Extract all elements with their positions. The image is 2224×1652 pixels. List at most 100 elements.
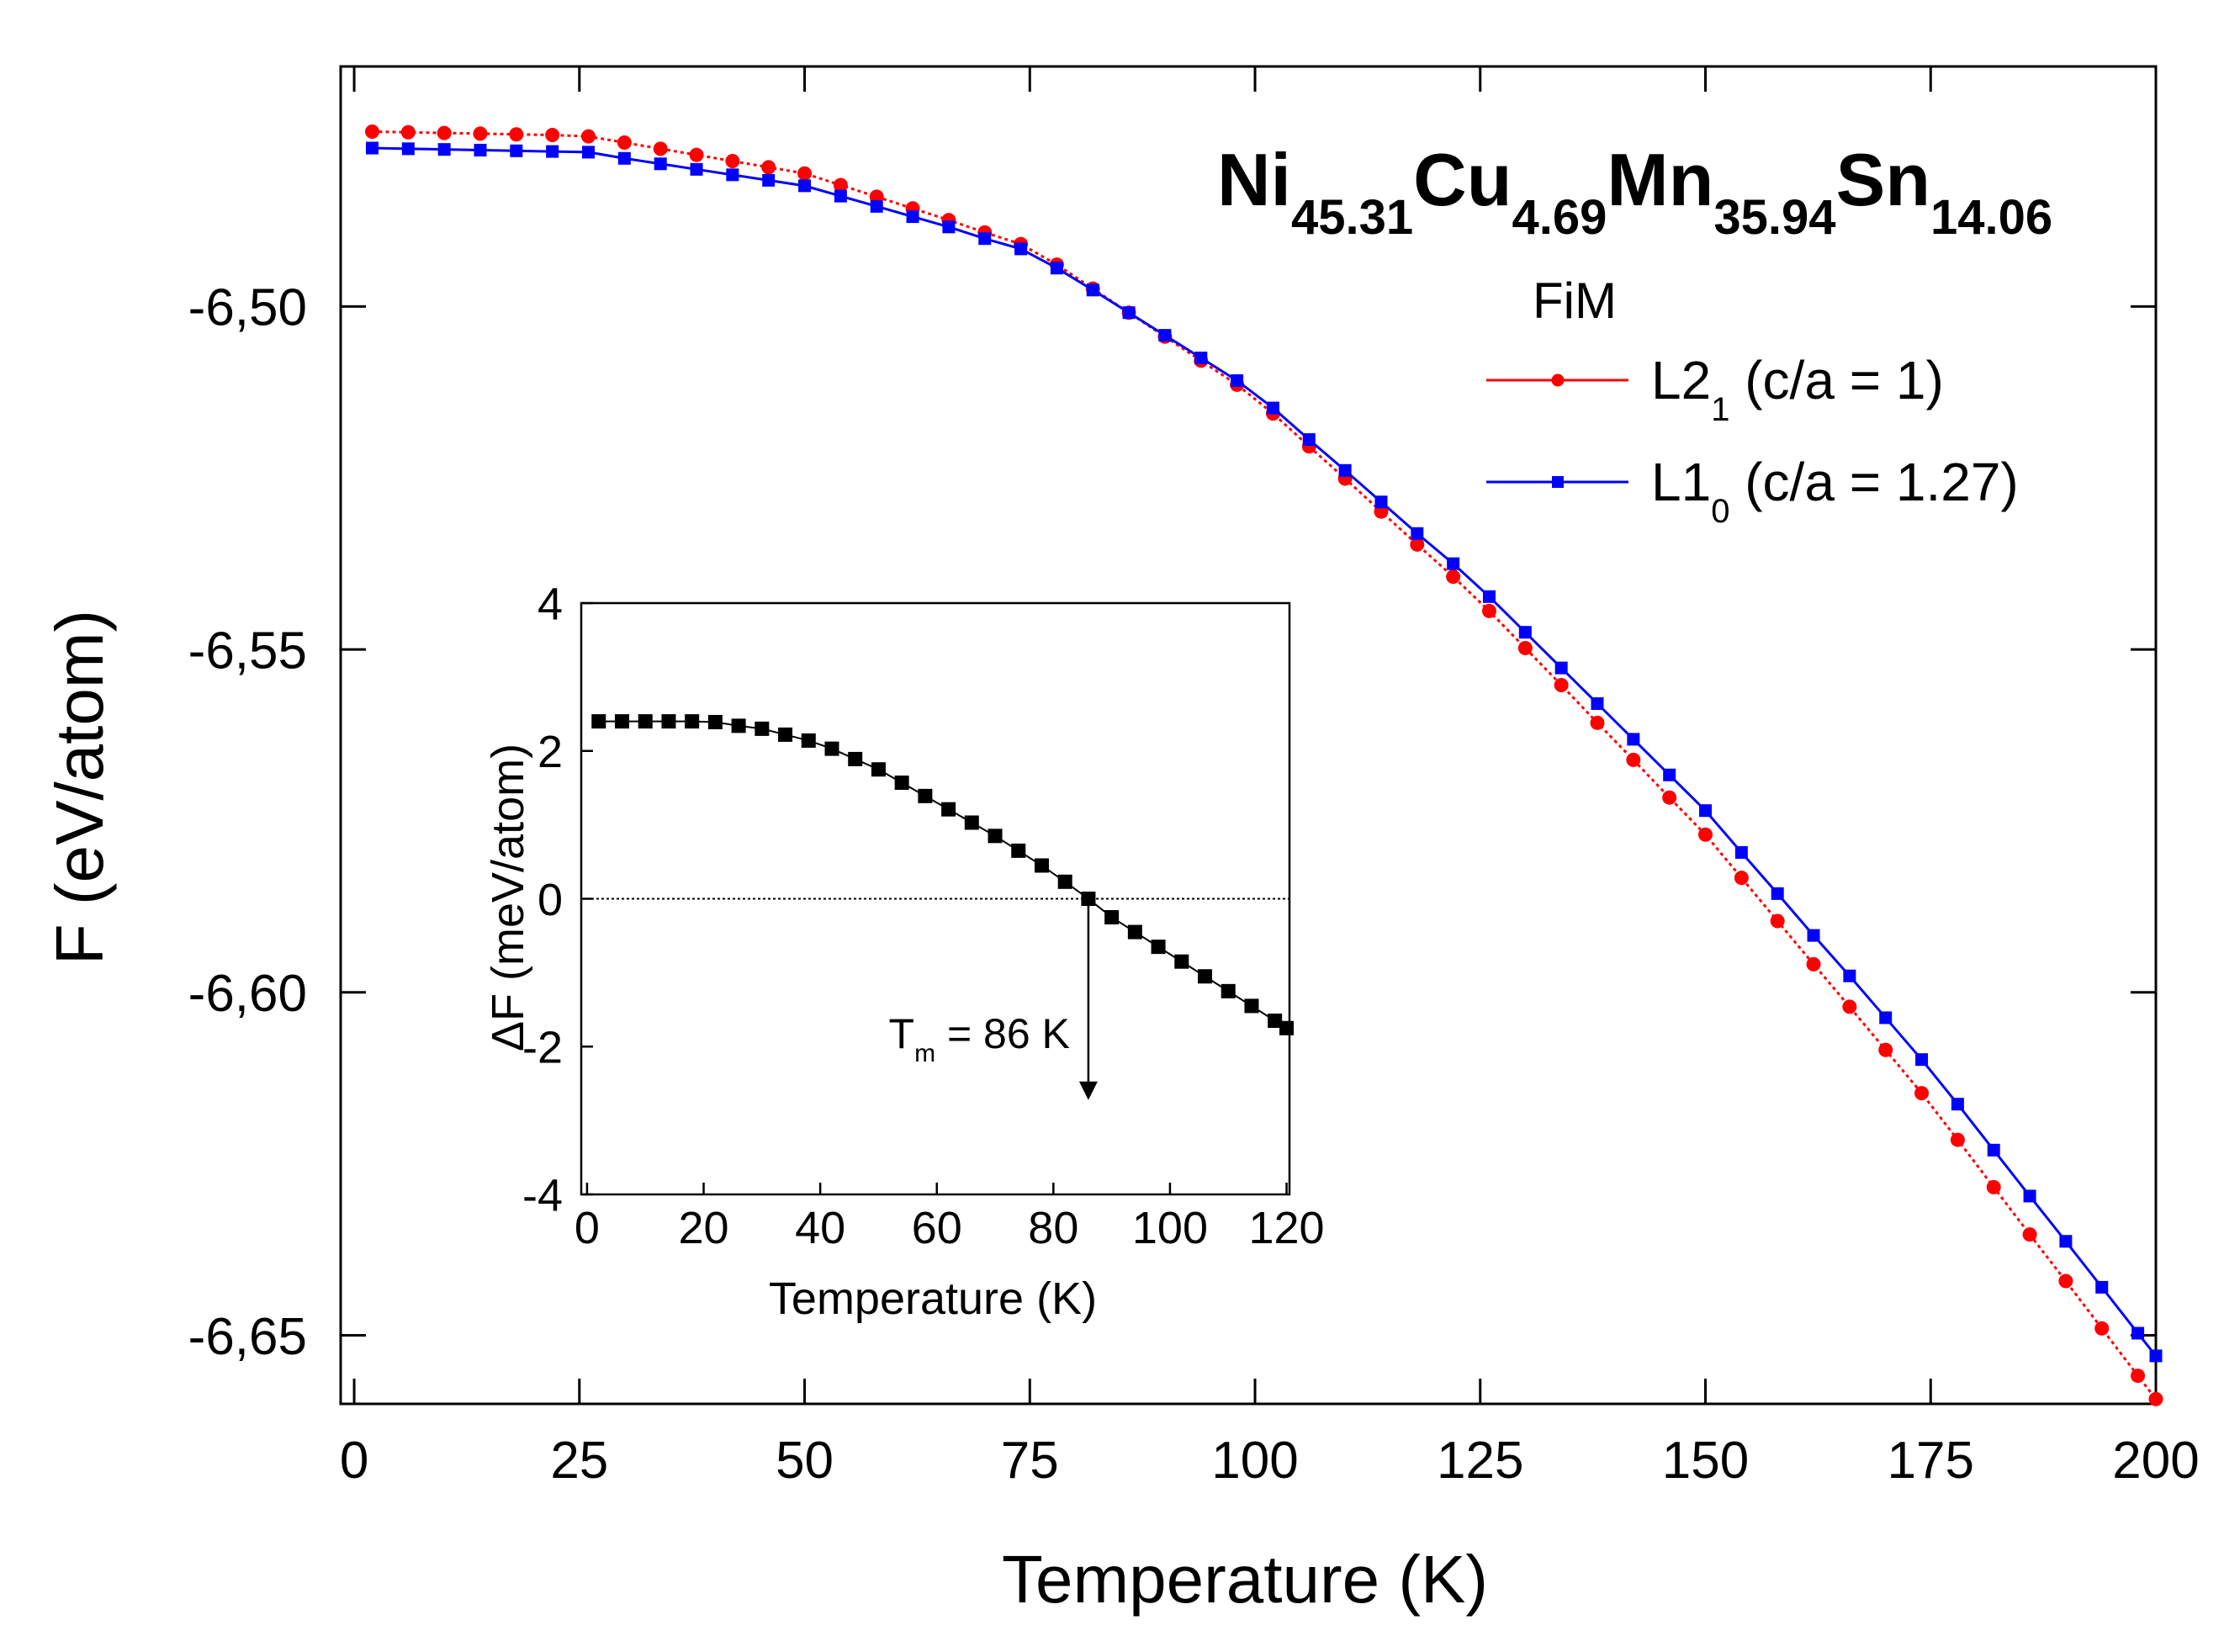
data-point bbox=[870, 199, 883, 213]
data-point bbox=[906, 210, 919, 224]
data-point bbox=[617, 151, 631, 165]
data-point bbox=[546, 145, 559, 158]
series-line bbox=[372, 130, 2158, 1400]
data-point bbox=[2094, 1321, 2110, 1336]
y-tick-label: 4 bbox=[537, 579, 563, 629]
data-point bbox=[1878, 1042, 1893, 1057]
legend-marker bbox=[1552, 476, 1564, 488]
y-tick-label: 0 bbox=[537, 875, 563, 925]
data-point bbox=[798, 179, 812, 193]
legend-marker bbox=[1551, 373, 1565, 387]
data-point bbox=[1734, 845, 1748, 859]
x-tick-label: 20 bbox=[678, 1203, 728, 1253]
data-point bbox=[725, 154, 740, 169]
data-point bbox=[1986, 1179, 2001, 1194]
data-point bbox=[1014, 242, 1028, 256]
annotation-rest: = 86 K bbox=[935, 1010, 1070, 1057]
data-point bbox=[1231, 373, 1244, 387]
data-point bbox=[1698, 827, 1713, 842]
data-point bbox=[942, 220, 956, 234]
data-point bbox=[762, 173, 776, 187]
data-point bbox=[510, 144, 523, 157]
data-point bbox=[1627, 733, 1640, 746]
data-point bbox=[1554, 677, 1569, 692]
x-tick-label: 0 bbox=[340, 1432, 368, 1490]
data-point bbox=[1951, 1098, 1964, 1111]
data-point bbox=[1411, 527, 1424, 540]
data-point bbox=[617, 135, 632, 151]
data-point bbox=[582, 146, 596, 159]
x-tick-label: 0 bbox=[575, 1203, 600, 1253]
data-point bbox=[581, 129, 596, 144]
y-tick-label: -6,55 bbox=[188, 622, 307, 680]
data-point bbox=[2022, 1227, 2037, 1242]
data-point bbox=[1446, 569, 1461, 585]
data-point bbox=[1987, 1143, 2000, 1157]
data-point bbox=[689, 147, 704, 162]
data-point bbox=[2023, 1189, 2036, 1203]
data-point bbox=[1518, 626, 1532, 639]
data-point bbox=[1338, 463, 1352, 477]
legend-subscript: 0 bbox=[1711, 493, 1729, 530]
legend-name: L2 bbox=[1651, 350, 1711, 410]
data-point bbox=[400, 124, 416, 140]
data-point bbox=[2131, 1369, 2146, 1384]
data-point bbox=[1482, 590, 1496, 603]
data-point bbox=[653, 141, 668, 156]
data-point bbox=[761, 160, 776, 175]
x-tick-label: 200 bbox=[2112, 1432, 2199, 1490]
x-axis-title: Temperature (K) bbox=[1002, 1542, 1488, 1617]
data-point bbox=[1122, 306, 1136, 320]
title-part: Cu bbox=[1413, 138, 1512, 221]
data-point bbox=[1194, 352, 1208, 365]
x-tick-label: 75 bbox=[1001, 1432, 1059, 1490]
x-tick-label: 120 bbox=[1248, 1203, 1324, 1253]
data-point bbox=[1158, 329, 1172, 342]
legend-name: L1 bbox=[1651, 452, 1711, 512]
x-tick-label: 125 bbox=[1437, 1432, 1523, 1490]
data-point bbox=[1770, 913, 1785, 929]
data-point bbox=[1591, 696, 1604, 710]
data-point bbox=[1843, 969, 1856, 982]
data-point bbox=[2095, 1280, 2109, 1294]
annotation-subscript: m bbox=[914, 1040, 935, 1067]
y-tick-label: -6,50 bbox=[188, 279, 307, 337]
x-tick-label: 100 bbox=[1211, 1432, 1298, 1490]
y-tick-label: -4 bbox=[522, 1170, 563, 1220]
title-part: Mn bbox=[1607, 138, 1713, 221]
data-point bbox=[1554, 661, 1568, 675]
data-point bbox=[1915, 1053, 1929, 1067]
data-point bbox=[364, 124, 379, 139]
legend-subscript: 1 bbox=[1711, 391, 1729, 428]
legend-name-rest: (c/a = 1) bbox=[1729, 350, 1943, 410]
x-tick-label: 150 bbox=[1662, 1432, 1749, 1490]
title-subscript: 45.31 bbox=[1291, 190, 1413, 245]
data-point bbox=[1410, 537, 1425, 552]
x-tick-label: 50 bbox=[776, 1432, 834, 1490]
data-point bbox=[1699, 804, 1713, 818]
x-tick-label: 80 bbox=[1028, 1203, 1078, 1253]
title-part: Ni bbox=[1217, 138, 1291, 221]
x-tick-label: 25 bbox=[550, 1432, 608, 1490]
data-point bbox=[726, 168, 739, 182]
legend-label: L10 (c/a = 1.27) bbox=[1651, 452, 2019, 530]
data-point bbox=[654, 157, 667, 171]
data-point bbox=[1950, 1132, 1965, 1147]
series-line bbox=[598, 720, 1288, 1030]
annotation-arrowhead bbox=[1078, 1081, 1098, 1100]
x-tick-label: 175 bbox=[1888, 1432, 1974, 1490]
data-point bbox=[1626, 752, 1641, 767]
data-point bbox=[833, 177, 848, 193]
y-tick-label: -6,60 bbox=[188, 965, 307, 1023]
data-point bbox=[797, 166, 813, 181]
data-point bbox=[1086, 283, 1099, 297]
data-point bbox=[1374, 495, 1388, 509]
data-point bbox=[1481, 603, 1496, 618]
data-point bbox=[1663, 768, 1676, 781]
data-point bbox=[545, 128, 560, 143]
data-point bbox=[1302, 433, 1316, 447]
data-point bbox=[2148, 1391, 2163, 1406]
x-tick-label: 60 bbox=[912, 1203, 962, 1253]
